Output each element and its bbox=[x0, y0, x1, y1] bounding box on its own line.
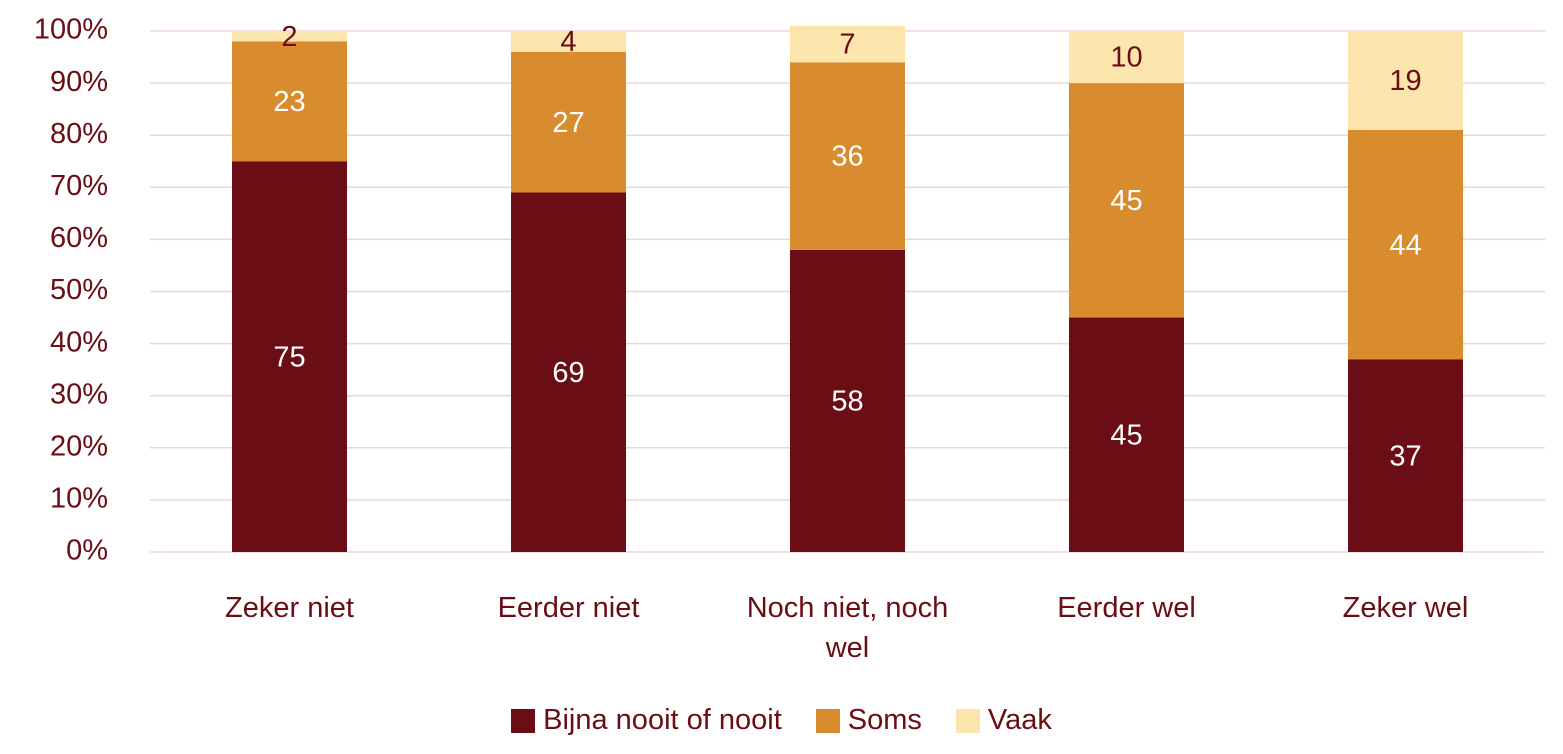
bar-segment bbox=[1348, 359, 1463, 552]
data-label: 44 bbox=[1389, 229, 1421, 261]
bar-segment bbox=[790, 62, 905, 250]
y-tick-label: 0% bbox=[66, 535, 108, 567]
legend: Bijna nooit of nooit Soms Vaak bbox=[0, 704, 1563, 737]
bar-segment bbox=[1069, 31, 1184, 84]
y-tick-label: 80% bbox=[50, 118, 108, 150]
bar-segment bbox=[1069, 317, 1184, 552]
bar-segment bbox=[511, 31, 626, 52]
x-tick-label: Noch niet, noch wel bbox=[746, 592, 949, 664]
x-tick-label: Zeker niet bbox=[225, 592, 354, 624]
bar-segment bbox=[790, 249, 905, 552]
data-label: 69 bbox=[552, 357, 584, 389]
data-label: 23 bbox=[273, 86, 305, 118]
bar-segment bbox=[232, 41, 347, 162]
bar-segment bbox=[790, 25, 905, 63]
y-tick-label: 100% bbox=[34, 14, 108, 46]
y-tick-label: 30% bbox=[50, 378, 108, 410]
legend-item: Soms bbox=[815, 704, 922, 737]
x-tick-label: Eerder niet bbox=[497, 592, 640, 624]
legend-item: Vaak bbox=[955, 704, 1052, 737]
data-label: 37 bbox=[1389, 440, 1421, 472]
legend-label: Soms bbox=[847, 704, 922, 736]
data-label: 4 bbox=[560, 26, 576, 58]
bar-segment bbox=[1348, 31, 1463, 130]
data-label: 45 bbox=[1110, 185, 1142, 217]
bar-segment bbox=[1348, 129, 1463, 360]
legend-swatch bbox=[815, 708, 840, 733]
x-tick-label: Zeker wel bbox=[1342, 592, 1469, 624]
data-label: 19 bbox=[1389, 65, 1421, 97]
bar-segment bbox=[511, 192, 626, 552]
legend-swatch bbox=[955, 708, 980, 733]
bar-segment bbox=[232, 31, 347, 42]
y-tick-label: 10% bbox=[50, 483, 108, 515]
data-label: 45 bbox=[1110, 419, 1142, 451]
data-label: 75 bbox=[273, 341, 305, 373]
y-tick-label: 50% bbox=[50, 274, 108, 306]
y-tick-label: 70% bbox=[50, 170, 108, 202]
y-tick-label: 20% bbox=[50, 430, 108, 462]
data-label: 58 bbox=[831, 386, 863, 418]
bar-segment bbox=[1069, 83, 1184, 318]
y-tick-label: 40% bbox=[50, 326, 108, 358]
legend-label: Bijna nooit of nooit bbox=[543, 704, 782, 736]
data-label: 36 bbox=[831, 141, 863, 173]
bar-segment bbox=[511, 51, 626, 193]
legend-item: Bijna nooit of nooit bbox=[511, 704, 782, 737]
data-label: 10 bbox=[1110, 42, 1142, 74]
legend-label: Vaak bbox=[987, 704, 1052, 736]
y-tick-label: 60% bbox=[50, 222, 108, 254]
legend-swatch bbox=[511, 708, 536, 733]
data-label: 27 bbox=[552, 107, 584, 139]
x-tick-label: Eerder wel bbox=[1057, 592, 1196, 624]
y-tick-label: 90% bbox=[50, 66, 108, 98]
bar-segment bbox=[232, 161, 347, 552]
data-label: 7 bbox=[839, 29, 855, 61]
data-label: 2 bbox=[281, 21, 297, 53]
